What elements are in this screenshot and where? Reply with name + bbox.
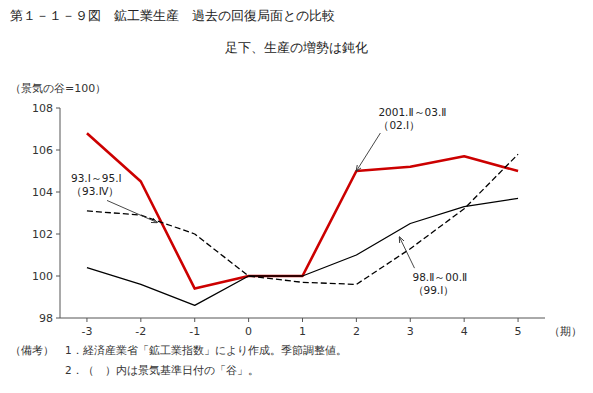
y-tick-label: 102 xyxy=(32,228,53,241)
x-tick xyxy=(410,318,411,322)
y-axis-line xyxy=(60,108,61,318)
annotation-line: 93.Ⅰ～95.Ⅰ xyxy=(71,172,122,184)
x-tick-label: 5 xyxy=(515,325,522,338)
series-line xyxy=(87,154,518,284)
x-tick-label: 2 xyxy=(353,325,360,338)
annotation: 98.Ⅱ～00.Ⅱ（99.Ⅰ） xyxy=(413,271,468,296)
y-tick xyxy=(56,276,60,277)
x-tick xyxy=(194,318,195,322)
y-tick-label: 98 xyxy=(39,312,53,325)
x-tick xyxy=(356,318,357,322)
series-line xyxy=(87,198,518,305)
x-tick-label: 4 xyxy=(461,325,468,338)
subtitle: 足下、生産の増勢は鈍化 xyxy=(225,40,368,55)
x-tick xyxy=(140,318,141,322)
x-tick xyxy=(464,318,465,322)
x-axis-label: （期） xyxy=(549,325,582,338)
chart: 第１－１－９図 鉱工業生産 過去の回復局面との比較足下、生産の増勢は鈍化 （景気の… xyxy=(0,0,593,393)
x-tick-label: -1 xyxy=(189,325,200,338)
series-line xyxy=(87,133,518,288)
y-tick-label: 106 xyxy=(32,144,53,157)
annotation-line: （93.Ⅳ） xyxy=(71,185,119,197)
annotation-line: 98.Ⅱ～00.Ⅱ xyxy=(413,271,468,283)
series-group xyxy=(87,133,518,305)
note: 2．（ ）内は景気基準日付の「谷」。 xyxy=(10,364,259,376)
annotation-arrow xyxy=(400,237,415,268)
x-tick-label: 3 xyxy=(407,325,414,338)
annotation-line: （99.Ⅰ） xyxy=(413,284,455,296)
x-tick-label: 1 xyxy=(299,325,306,338)
note: （備考） 1．経済産業省「鉱工業指数」により作成。季節調整値。 xyxy=(10,344,347,356)
y-tick xyxy=(56,318,60,319)
x-tick xyxy=(518,318,519,322)
y-tick xyxy=(56,150,60,151)
x-tick xyxy=(302,318,303,322)
y-tick xyxy=(56,192,60,193)
x-tick xyxy=(248,318,249,322)
annotation: 2001.Ⅱ～03.Ⅱ（02.Ⅰ） xyxy=(378,106,446,131)
y-tick-label: 108 xyxy=(32,102,53,115)
x-tick-label: 0 xyxy=(245,325,252,338)
annotation-line: （02.Ⅰ） xyxy=(378,119,420,131)
y-tick xyxy=(56,234,60,235)
x-tick-label: -3 xyxy=(81,325,92,338)
annotation-line: 2001.Ⅱ～03.Ⅱ xyxy=(378,106,446,118)
annotation-arrow xyxy=(107,200,157,222)
x-tick-label: -2 xyxy=(135,325,146,338)
title: 第１－１－９図 鉱工業生産 過去の回復局面との比較 xyxy=(10,8,335,23)
y-tick-label: 100 xyxy=(32,270,53,283)
y-tick-label: 104 xyxy=(32,186,53,199)
y-axis-label: （景気の谷=100） xyxy=(10,82,106,95)
annotation: 93.Ⅰ～95.Ⅰ（93.Ⅳ） xyxy=(71,172,122,197)
y-tick xyxy=(56,108,60,109)
x-tick xyxy=(86,318,87,322)
annotation-arrow xyxy=(356,133,380,171)
